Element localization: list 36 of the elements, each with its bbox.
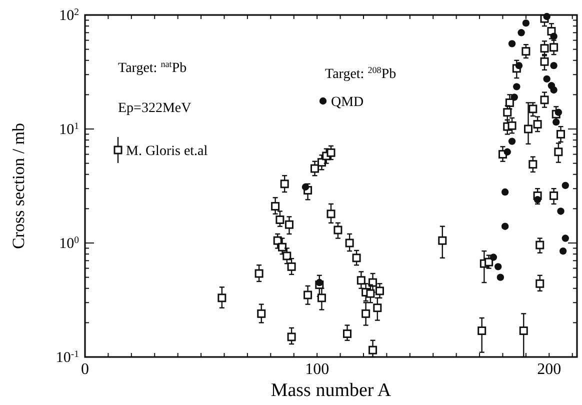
legend-label: QMD: [331, 95, 364, 110]
point: [550, 86, 558, 94]
point: [508, 138, 516, 145]
point: [518, 29, 525, 36]
y-tick-label: 10$^{0}$: [59, 234, 80, 252]
legend-label: M. Gloris et.al: [126, 144, 208, 159]
annotation: Target: $^{nat}$Pb: [118, 59, 187, 76]
point: [513, 83, 520, 90]
y-tick-label: 10$^{2}$: [59, 6, 80, 24]
point: [552, 118, 560, 126]
y-axis-title: Cross section / mb: [9, 122, 28, 250]
x-tick-label: 0: [81, 361, 89, 378]
annotation: Ep=322MeV: [118, 101, 192, 116]
x-tick-label: 100: [305, 361, 330, 378]
y-tick-label: 10$^{1}$: [59, 120, 80, 138]
point: [559, 247, 567, 255]
point: [557, 208, 564, 215]
point: [504, 148, 511, 156]
point: [490, 254, 498, 261]
annotation: Target: $^{208}$Pb: [325, 65, 396, 82]
point: [554, 108, 562, 116]
point: [562, 182, 569, 190]
point: [562, 234, 569, 242]
point: [501, 188, 509, 196]
point: [522, 19, 530, 27]
point: [496, 274, 504, 281]
point: [510, 94, 518, 101]
point: [550, 62, 558, 70]
point: [508, 40, 516, 48]
point: [316, 278, 323, 286]
x-axis-title: Mass number A: [270, 380, 392, 401]
point: [494, 263, 502, 270]
point: [543, 75, 550, 83]
point: [501, 222, 509, 230]
x-tick-label: 200: [537, 361, 562, 378]
y-tick-label: 10$^{-1}$: [56, 348, 80, 366]
